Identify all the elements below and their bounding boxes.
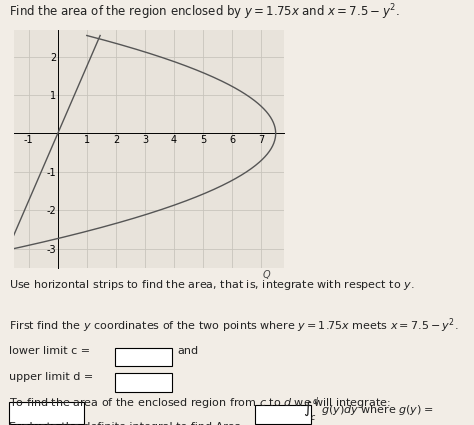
FancyBboxPatch shape: [255, 405, 311, 424]
FancyBboxPatch shape: [115, 348, 172, 366]
Text: Evaluate the definite integral to find Area =: Evaluate the definite integral to find A…: [9, 422, 255, 425]
Text: and: and: [178, 346, 199, 357]
Text: Use horizontal strips to find the area, that is, integrate with respect to $y$.: Use horizontal strips to find the area, …: [9, 278, 415, 292]
Text: First find the $y$ coordinates of the two points where $y = 1.75x$ meets $x = 7.: First find the $y$ coordinates of the tw…: [9, 317, 459, 335]
Text: To find the area of the enclosed region from $c$ to $d$ we will integrate:: To find the area of the enclosed region …: [9, 396, 391, 410]
Text: upper limit d =: upper limit d =: [9, 372, 94, 382]
FancyBboxPatch shape: [9, 402, 84, 424]
FancyBboxPatch shape: [115, 373, 172, 392]
Text: Find the area of the region enclosed by $y = 1.75x$ and $x = 7.5 - y^2$.: Find the area of the region enclosed by …: [9, 2, 400, 22]
Text: lower limit c =: lower limit c =: [9, 346, 91, 357]
Text: $\int_c^d$ $g(y)dy$ where $g( y ) =$: $\int_c^d$ $g(y)dy$ where $g( y ) =$: [303, 396, 434, 425]
Text: Q: Q: [263, 270, 270, 280]
